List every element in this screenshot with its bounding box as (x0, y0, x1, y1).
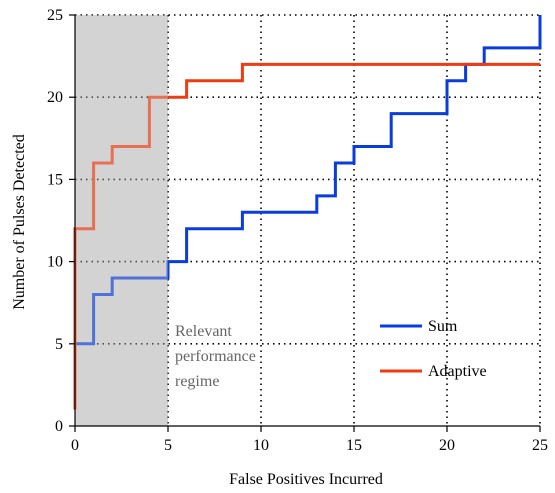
tick-layer: 0 5 10 15 20 25 0 5 10 15 20 25 (47, 7, 548, 454)
x-tick-label: 10 (253, 437, 269, 454)
legend-label-adaptive: Adaptive (428, 363, 487, 380)
annotation-line: regime (175, 373, 219, 390)
y-tick-label: 5 (55, 336, 63, 353)
shaded-region-overlay (75, 15, 168, 426)
legend-label-sum: Sum (428, 318, 458, 335)
x-tick-label: 15 (346, 437, 362, 454)
legend: Sum Adaptive (380, 318, 487, 380)
annotation-line: performance (175, 348, 256, 365)
x-tick-label: 25 (532, 437, 548, 454)
axis-layer (74, 15, 540, 427)
x-tick-label: 20 (439, 437, 455, 454)
annotation-line: Relevant (175, 323, 232, 340)
y-tick-label: 25 (47, 7, 63, 24)
series-sum (73, 15, 542, 410)
grid-layer (75, 14, 541, 426)
series-adaptive (73, 62, 540, 410)
x-axis-title: False Positives Incurred (229, 471, 383, 488)
x-tick-label: 0 (71, 437, 79, 454)
y-tick-label: 0 (55, 418, 63, 435)
y-tick-label: 10 (47, 254, 63, 271)
relevant-regime-annotation: Relevant performance regime (175, 323, 256, 390)
y-tick-label: 20 (47, 89, 63, 106)
y-tick-label: 15 (47, 171, 63, 188)
shade-layer (75, 15, 168, 426)
shaded-region (75, 15, 168, 426)
y-axis-title: Number of Pulses Detected (11, 134, 28, 310)
series-layer (73, 15, 542, 426)
x-tick-label: 5 (164, 437, 172, 454)
